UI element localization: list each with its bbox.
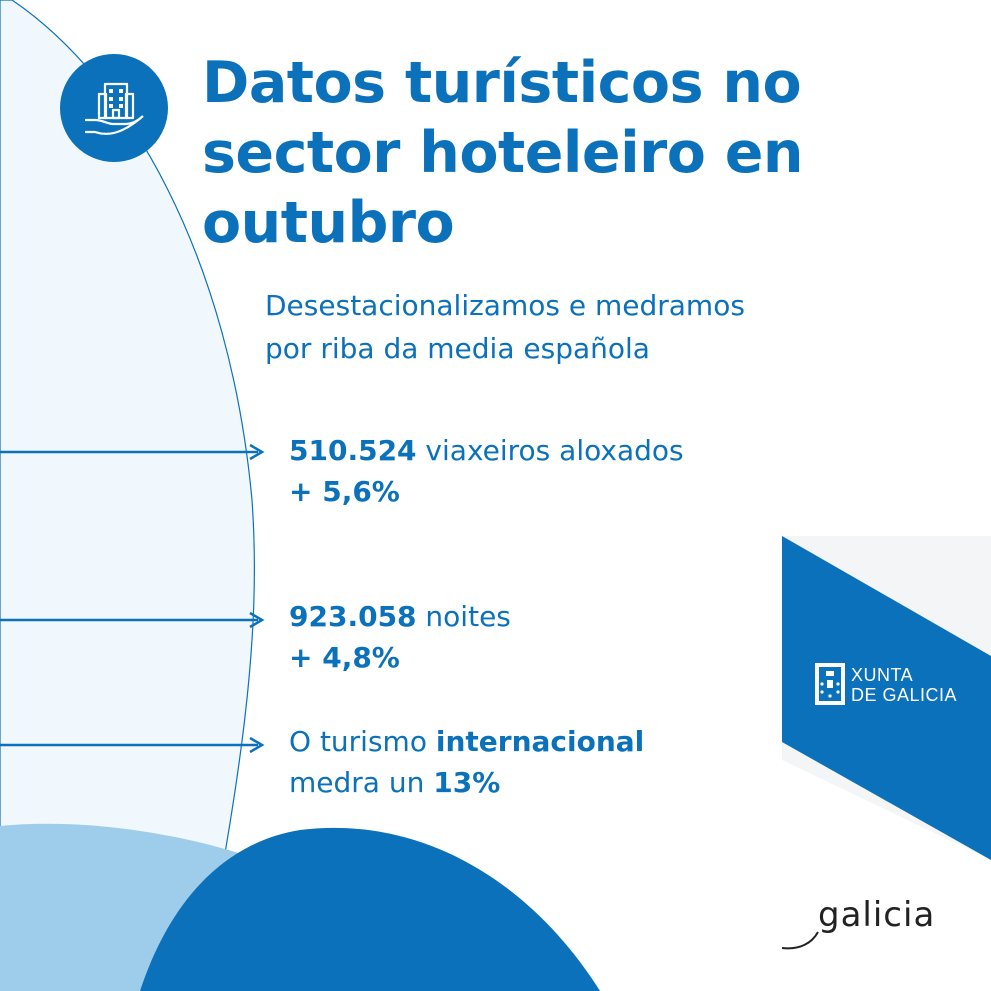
stat-international: O turismo internacional medra un 13% bbox=[289, 721, 789, 803]
xunta-logo-line-1: XUNTA bbox=[851, 665, 914, 685]
xunta-logo-text: XUNTA DE GALICIA bbox=[851, 665, 957, 705]
stat-text: O turismo bbox=[289, 725, 436, 758]
xunta-logo-line-2: DE GALICIA bbox=[851, 685, 958, 705]
stat-label: noites bbox=[416, 600, 511, 633]
stat-value: 510.524 bbox=[289, 434, 417, 467]
stat-text: medra un bbox=[289, 766, 434, 799]
galicia-logo: galicia bbox=[818, 895, 936, 935]
page-title: Datos turísticos no sector hoteleiro en … bbox=[202, 50, 803, 256]
hotel-in-hand-icon bbox=[85, 82, 144, 135]
arrow-right-icon bbox=[0, 736, 265, 754]
subtitle: Desestacionalizamos e medramos por riba … bbox=[265, 284, 865, 370]
stat-change: + 4,8% bbox=[289, 641, 400, 674]
stat-value: 13% bbox=[433, 766, 501, 799]
arrow-right-icon bbox=[0, 443, 265, 461]
stat-highlight: internacional bbox=[435, 725, 645, 758]
stat-change: + 5,6% bbox=[289, 475, 400, 508]
stat-label: viaxeiros aloxados bbox=[416, 434, 684, 467]
header-icon-badge bbox=[60, 54, 168, 162]
subtitle-line-2: por riba da media española bbox=[265, 332, 650, 365]
stat-value: 923.058 bbox=[289, 600, 417, 633]
stat-nights: 923.058 noites + 4,8% bbox=[289, 596, 789, 678]
dark-blue-wave bbox=[140, 827, 600, 991]
xunta-parallelogram bbox=[782, 536, 991, 860]
stat-travellers: 510.524 viaxeiros aloxados + 5,6% bbox=[289, 430, 789, 512]
galicia-crest-icon bbox=[815, 663, 845, 705]
subtitle-line-1: Desestacionalizamos e medramos bbox=[265, 289, 745, 322]
arrow-right-icon bbox=[0, 611, 265, 629]
galicia-logo-swoosh bbox=[781, 931, 819, 950]
